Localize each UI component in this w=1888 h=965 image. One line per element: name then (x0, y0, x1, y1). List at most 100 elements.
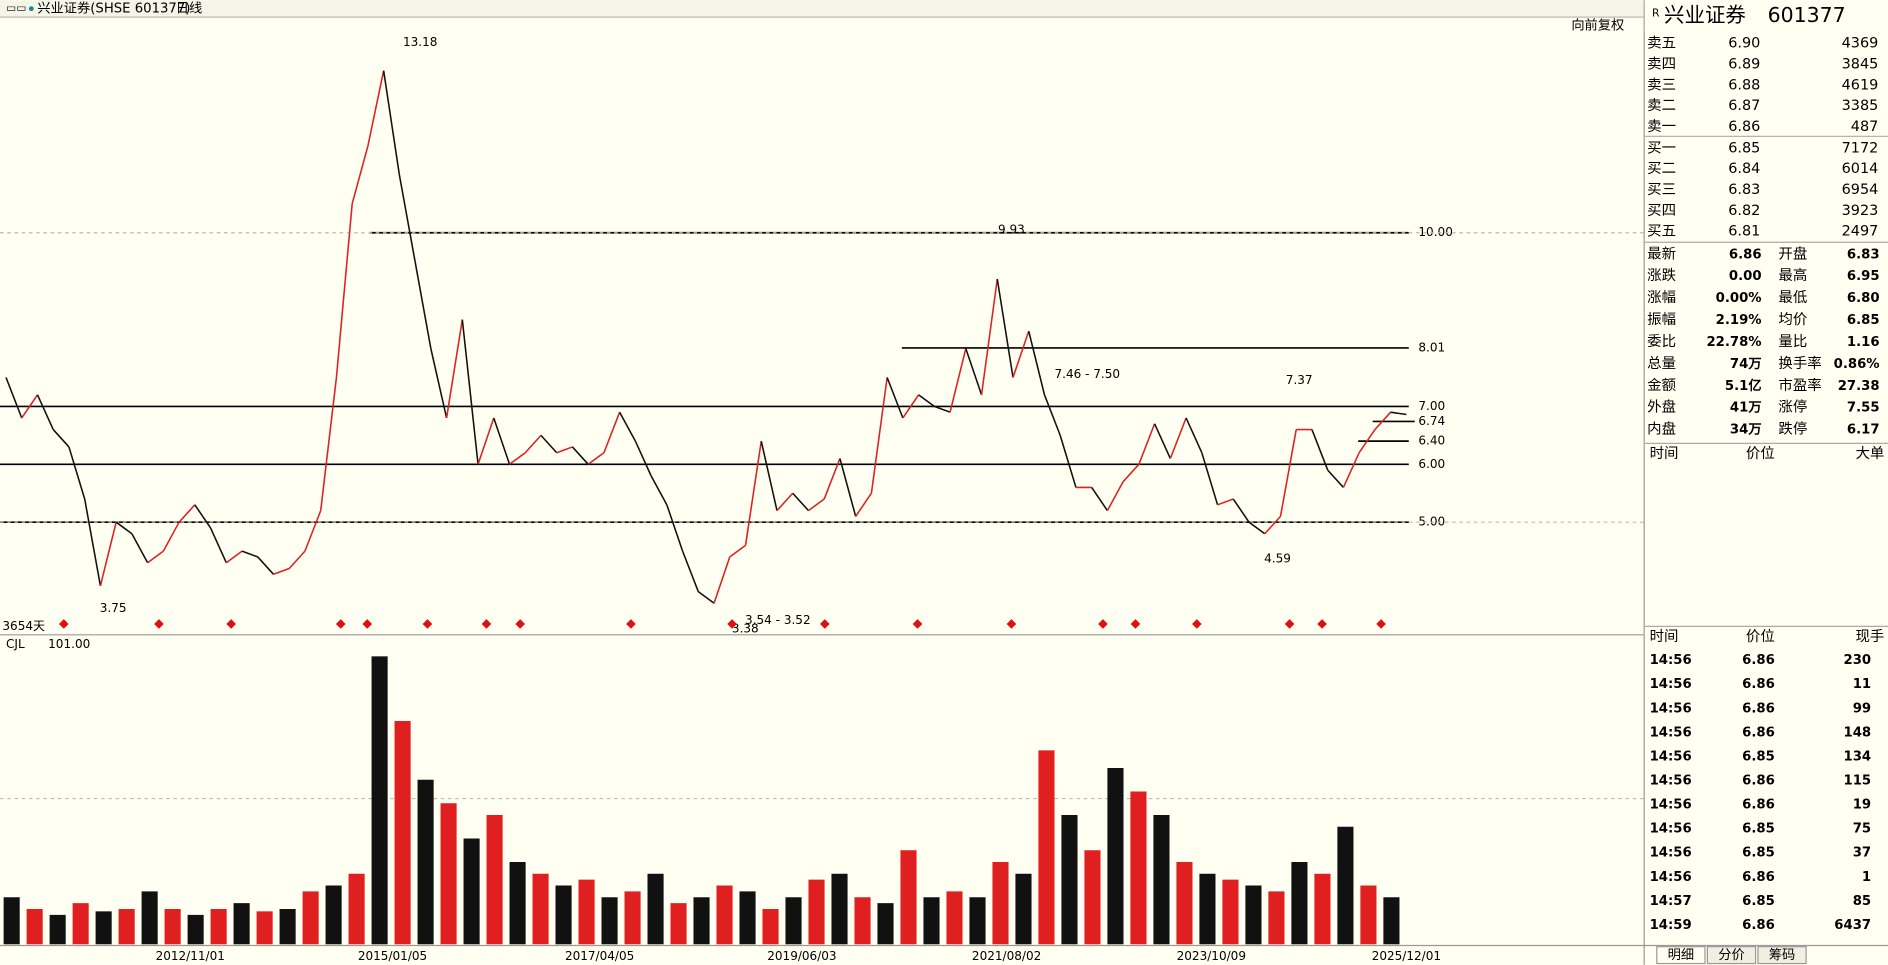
volume-bar (256, 911, 273, 945)
price-segment (1059, 435, 1077, 488)
price-level-label: 6.40 (1418, 434, 1445, 448)
price-segment (949, 348, 967, 413)
volume-bar (762, 909, 779, 945)
price-annotation: 7.37 (1286, 373, 1313, 387)
volume-bar (49, 914, 66, 945)
price-segment (288, 550, 306, 570)
volume-bar (969, 897, 986, 945)
tick-time: 14:56 (1650, 798, 1692, 813)
volume-bar (279, 909, 296, 945)
stat-value: 6.86 (1729, 247, 1762, 262)
stat-value: 34万 (1730, 422, 1762, 438)
tick-price: 6.86 (1742, 677, 1775, 692)
price-segment (162, 521, 180, 552)
price-segment (1043, 394, 1061, 436)
price-segment (918, 394, 935, 408)
volume-bar (532, 873, 549, 945)
tab[interactable] (1757, 946, 1807, 965)
table-header: 价位 (1746, 628, 1775, 645)
volume-bar (877, 903, 894, 945)
stat-label: 委比 (1647, 333, 1676, 350)
date-label: 2023/10/09 (1177, 949, 1246, 963)
stat-value: 22.78% (1706, 335, 1761, 350)
menu-icon[interactable]: ▭▭ (6, 2, 26, 15)
price-segment (965, 348, 983, 396)
price-segment (1027, 330, 1046, 396)
adjust-mode[interactable]: 向前复权 (1571, 17, 1624, 34)
volume-bar (3, 897, 20, 945)
price-level-label: 10.00 (1418, 225, 1452, 239)
volume-bar (1314, 873, 1331, 945)
price-segment (996, 278, 1014, 378)
volume-bar (302, 891, 319, 945)
volume-bar (348, 873, 365, 945)
tab[interactable] (1656, 946, 1706, 965)
order-price: 6.81 (1728, 224, 1760, 240)
stat-value: 5.1亿 (1725, 377, 1762, 394)
price-annotation: 4.59 (1264, 551, 1291, 565)
price-segment (839, 458, 857, 517)
price-segment (1106, 481, 1124, 511)
price-segment (524, 434, 542, 454)
tab[interactable] (1706, 946, 1757, 965)
price-segment (571, 446, 589, 465)
price-segment (509, 452, 526, 465)
tick-volume: 37 (1853, 846, 1871, 861)
order-volume: 3385 (1842, 98, 1879, 114)
tick-time: 14:56 (1650, 870, 1692, 885)
volume-bar (670, 903, 687, 945)
tick-time: 14:56 (1650, 774, 1692, 789)
volume-bar (394, 720, 411, 945)
tick-time: 14:56 (1650, 725, 1692, 740)
price-segment (870, 377, 888, 494)
period-selector[interactable]: 日线 (176, 1, 202, 17)
tab-label[interactable]: 分价 (1718, 947, 1744, 963)
volume-bar (946, 891, 963, 945)
price-segment (1279, 429, 1297, 517)
tick-time: 14:56 (1650, 701, 1692, 716)
indicator-value: 101.00 (48, 637, 90, 651)
tick-price: 6.86 (1742, 725, 1775, 740)
stat-label: 外盘 (1647, 398, 1676, 416)
price-segment (634, 440, 652, 477)
stat-label: 涨幅 (1647, 289, 1676, 306)
table-header: 大单 (1856, 445, 1885, 462)
indicator-name[interactable]: CJL (6, 637, 25, 651)
day-count: 3654天 (2, 619, 45, 633)
tick-volume: 230 (1844, 653, 1872, 668)
order-label: 买一 (1647, 139, 1676, 156)
stat-label: 最低 (1778, 289, 1807, 306)
tick-price: 6.85 (1742, 894, 1775, 909)
price-segment (115, 521, 133, 535)
quote-code: 601377 (1768, 3, 1846, 27)
stat-value: 0.86% (1834, 357, 1880, 372)
stat-value: 6.95 (1847, 269, 1880, 284)
price-segment (493, 417, 511, 465)
tick-price: 6.86 (1742, 701, 1775, 716)
tick-time: 14:57 (1650, 894, 1692, 909)
price-segment (209, 527, 228, 564)
tick-volume: 19 (1853, 798, 1871, 813)
volume-bar (509, 862, 526, 945)
price-segment (21, 394, 39, 419)
signal-marker (362, 619, 373, 629)
tab-label[interactable]: 筹码 (1769, 946, 1795, 963)
price-level-label: 6.74 (1418, 414, 1445, 428)
volume-bar (831, 873, 848, 945)
price-segment (36, 394, 54, 430)
stat-label: 市盈率 (1778, 377, 1821, 394)
price-annotation: 3.38 (732, 621, 759, 635)
tab-label[interactable]: 明细 (1668, 947, 1694, 963)
order-label: 卖一 (1647, 118, 1676, 135)
tick-volume: 75 (1853, 822, 1871, 837)
order-volume: 4619 (1842, 77, 1879, 93)
signal-marker (1317, 619, 1327, 629)
stat-label: 内盘 (1647, 420, 1676, 438)
volume-bar (95, 911, 112, 945)
price-segment (776, 492, 794, 512)
volume-bar (1337, 826, 1354, 945)
order-price: 6.86 (1728, 119, 1760, 135)
tick-time: 14:56 (1650, 846, 1692, 861)
volume-bar (1268, 891, 1285, 945)
price-segment (1342, 452, 1360, 488)
